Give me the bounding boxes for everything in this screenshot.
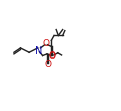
Text: O: O <box>42 39 49 48</box>
Text: O: O <box>49 51 56 60</box>
Text: N: N <box>35 46 42 56</box>
Text: O: O <box>48 52 55 61</box>
Text: O: O <box>44 60 51 69</box>
